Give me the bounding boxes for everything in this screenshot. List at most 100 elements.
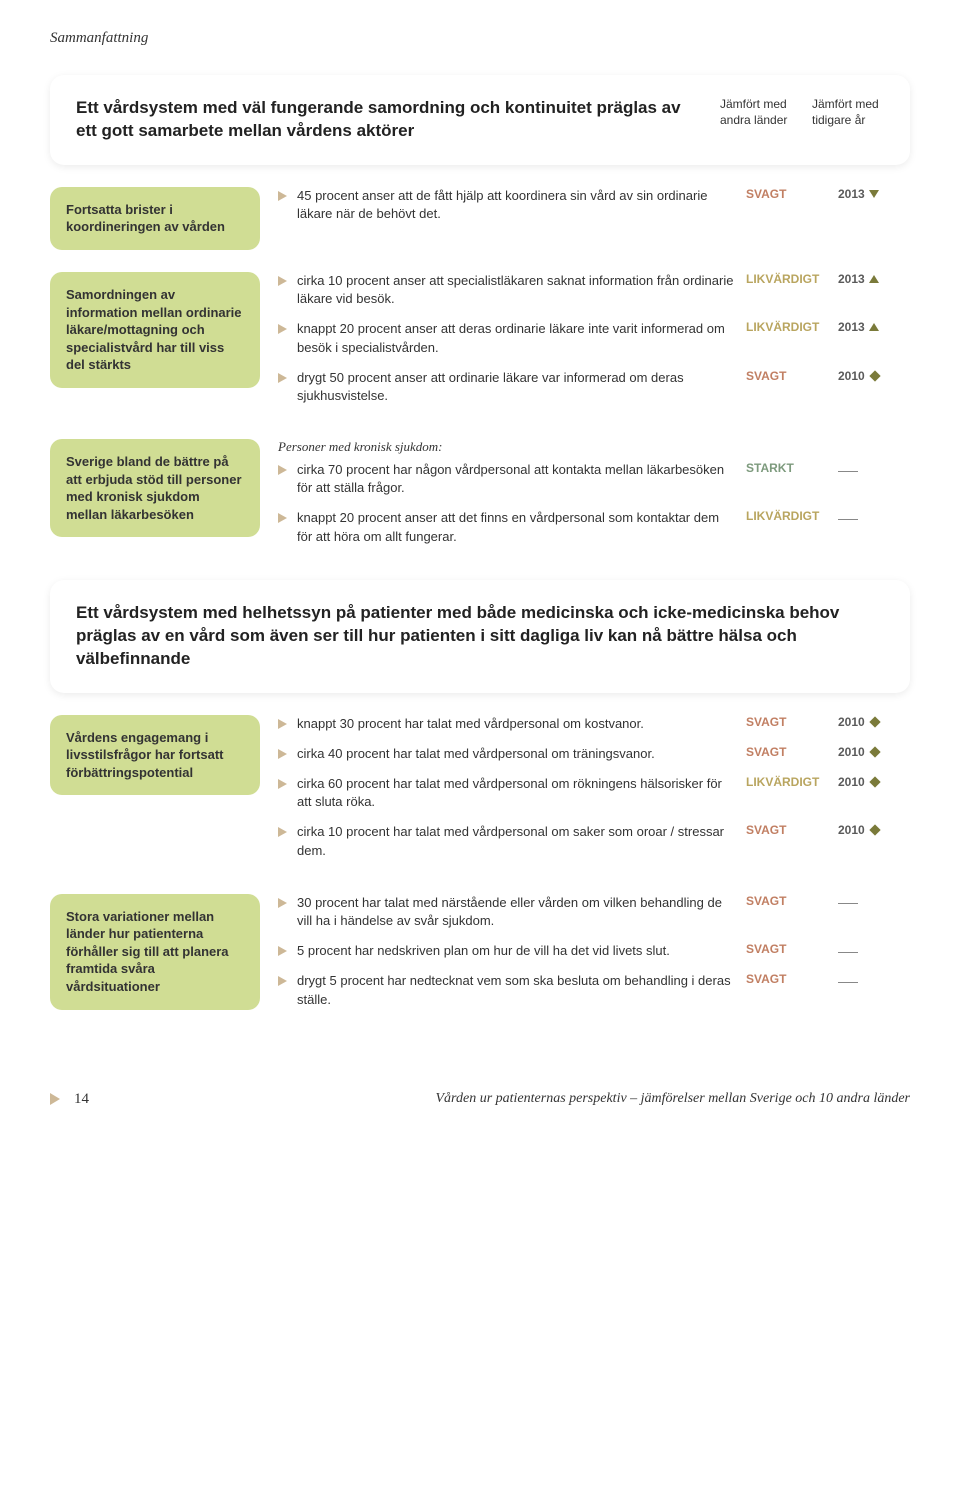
- finding-item: knappt 20 procent anser att det finns en…: [278, 509, 910, 545]
- trend-dash-icon: [838, 952, 858, 953]
- bullet-triangle-icon: [278, 976, 287, 986]
- bullet-triangle-icon: [278, 749, 287, 759]
- page-number: 14: [74, 1091, 89, 1108]
- year-text: 2013: [838, 272, 865, 286]
- year-text: 2010: [838, 775, 865, 789]
- finding-text: 5 procent har nedskriven plan om hur de …: [297, 942, 736, 960]
- bullet-triangle-icon: [278, 373, 287, 383]
- rating-label: SVAGT: [746, 894, 818, 908]
- year-cell: [838, 894, 910, 908]
- year-text: 2013: [838, 187, 865, 201]
- year-text: 2010: [838, 715, 865, 729]
- block3-pill: Sverige bland de bättre på att erbjuda s…: [50, 439, 260, 537]
- bullet-triangle-icon: [278, 719, 287, 729]
- footer-title: Vården ur patienternas perspektiv – jämf…: [436, 1091, 911, 1107]
- rating-label: SVAGT: [746, 187, 818, 201]
- trend-diamond-icon: [869, 776, 880, 787]
- block1: Fortsatta brister i koordineringen av vå…: [50, 187, 910, 250]
- finding-item: cirka 60 procent har talat med vårdperso…: [278, 775, 910, 811]
- finding-text: 45 procent anser att de fått hjälp att k…: [297, 187, 736, 223]
- section1-title: Ett vårdsystem med väl fungerande samord…: [76, 97, 702, 143]
- year-text: 2010: [838, 369, 865, 383]
- year-text: 2010: [838, 823, 865, 837]
- trend-up-icon: [869, 275, 879, 283]
- year-text: 2013: [838, 320, 865, 334]
- finding-text: 30 procent har talat med närstående elle…: [297, 894, 736, 930]
- finding-item: cirka 40 procent har talat med vårdperso…: [278, 745, 910, 763]
- year-cell: 2010: [838, 715, 910, 729]
- block4: Vårdens engagemang i livsstilsfrågor har…: [50, 715, 910, 872]
- rating-label: SVAGT: [746, 715, 818, 729]
- finding-text: cirka 70 procent har någon vårdpersonal …: [297, 461, 736, 497]
- compare-years-head: Jämfört med tidigare år: [812, 97, 884, 128]
- finding-item: cirka 70 procent har någon vårdpersonal …: [278, 461, 910, 497]
- trend-dash-icon: [838, 519, 858, 520]
- year-cell: 2010: [838, 823, 910, 837]
- finding-text: cirka 40 procent har talat med vårdperso…: [297, 745, 736, 763]
- rating-label: LIKVÄRDIGT: [746, 509, 818, 523]
- bullet-triangle-icon: [278, 276, 287, 286]
- block2: Samordningen av information mellan ordin…: [50, 272, 910, 417]
- footer-triangle-icon: [50, 1093, 60, 1105]
- finding-item: cirka 10 procent anser att specialistläk…: [278, 272, 910, 308]
- rating-label: SVAGT: [746, 823, 818, 837]
- compare-countries-head: Jämfört med andra länder: [720, 97, 792, 128]
- section1-header-card: Ett vårdsystem med väl fungerande samord…: [50, 75, 910, 165]
- finding-item: drygt 5 procent har nedtecknat vem som s…: [278, 972, 910, 1008]
- rating-label: SVAGT: [746, 369, 818, 383]
- bullet-triangle-icon: [278, 513, 287, 523]
- rating-label: LIKVÄRDIGT: [746, 272, 818, 286]
- bullet-triangle-icon: [278, 465, 287, 475]
- page-header: Sammanfattning: [50, 30, 910, 47]
- block4-pill: Vårdens engagemang i livsstilsfrågor har…: [50, 715, 260, 796]
- year-cell: 2013: [838, 272, 910, 286]
- trend-up-icon: [869, 323, 879, 331]
- finding-item: drygt 50 procent anser att ordinarie läk…: [278, 369, 910, 405]
- findings-subtitle: Personer med kronisk sjukdom:: [278, 439, 910, 455]
- year-cell: 2010: [838, 369, 910, 383]
- block2-pill: Samordningen av information mellan ordin…: [50, 272, 260, 388]
- finding-item: cirka 10 procent har talat med vårdperso…: [278, 823, 910, 859]
- year-cell: [838, 972, 910, 986]
- section2-title: Ett vårdsystem med helhetssyn på patient…: [76, 602, 884, 671]
- trend-dash-icon: [838, 471, 858, 472]
- rating-label: LIKVÄRDIGT: [746, 320, 818, 334]
- finding-item: 5 procent har nedskriven plan om hur de …: [278, 942, 910, 960]
- trend-diamond-icon: [869, 825, 880, 836]
- bullet-triangle-icon: [278, 191, 287, 201]
- finding-item: 45 procent anser att de fått hjälp att k…: [278, 187, 910, 223]
- year-cell: [838, 942, 910, 956]
- finding-text: knappt 30 procent har talat med vårdpers…: [297, 715, 736, 733]
- finding-text: drygt 50 procent anser att ordinarie läk…: [297, 369, 736, 405]
- bullet-triangle-icon: [278, 827, 287, 837]
- bullet-triangle-icon: [278, 779, 287, 789]
- rating-label: SVAGT: [746, 972, 818, 986]
- trend-diamond-icon: [869, 716, 880, 727]
- year-cell: [838, 509, 910, 523]
- year-text: 2010: [838, 745, 865, 759]
- year-cell: 2010: [838, 745, 910, 759]
- year-cell: 2010: [838, 775, 910, 789]
- block5: Stora variationer mellan länder hur pati…: [50, 894, 910, 1021]
- trend-dash-icon: [838, 982, 858, 983]
- bullet-triangle-icon: [278, 324, 287, 334]
- trend-down-icon: [869, 190, 879, 198]
- rating-label: STARKT: [746, 461, 818, 475]
- block5-pill: Stora variationer mellan länder hur pati…: [50, 894, 260, 1010]
- year-cell: 2013: [838, 320, 910, 334]
- trend-diamond-icon: [869, 746, 880, 757]
- rating-label: LIKVÄRDIGT: [746, 775, 818, 789]
- rating-label: SVAGT: [746, 745, 818, 759]
- rating-label: SVAGT: [746, 942, 818, 956]
- finding-text: cirka 60 procent har talat med vårdperso…: [297, 775, 736, 811]
- finding-text: cirka 10 procent har talat med vårdperso…: [297, 823, 736, 859]
- block3: Sverige bland de bättre på att erbjuda s…: [50, 439, 910, 558]
- block1-pill: Fortsatta brister i koordineringen av vå…: [50, 187, 260, 250]
- finding-item: knappt 30 procent har talat med vårdpers…: [278, 715, 910, 733]
- page-footer: 14 Vården ur patienternas perspektiv – j…: [50, 1091, 910, 1108]
- finding-text: knappt 20 procent anser att deras ordina…: [297, 320, 736, 356]
- year-cell: [838, 461, 910, 475]
- finding-item: knappt 20 procent anser att deras ordina…: [278, 320, 910, 356]
- bullet-triangle-icon: [278, 946, 287, 956]
- bullet-triangle-icon: [278, 898, 287, 908]
